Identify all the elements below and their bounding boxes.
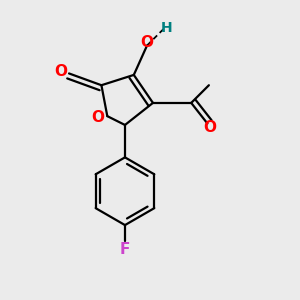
Text: F: F (120, 242, 130, 257)
Text: O: O (203, 120, 216, 135)
Text: H: H (160, 21, 172, 35)
Text: O: O (54, 64, 67, 80)
Text: O: O (141, 35, 154, 50)
Text: O: O (91, 110, 104, 125)
